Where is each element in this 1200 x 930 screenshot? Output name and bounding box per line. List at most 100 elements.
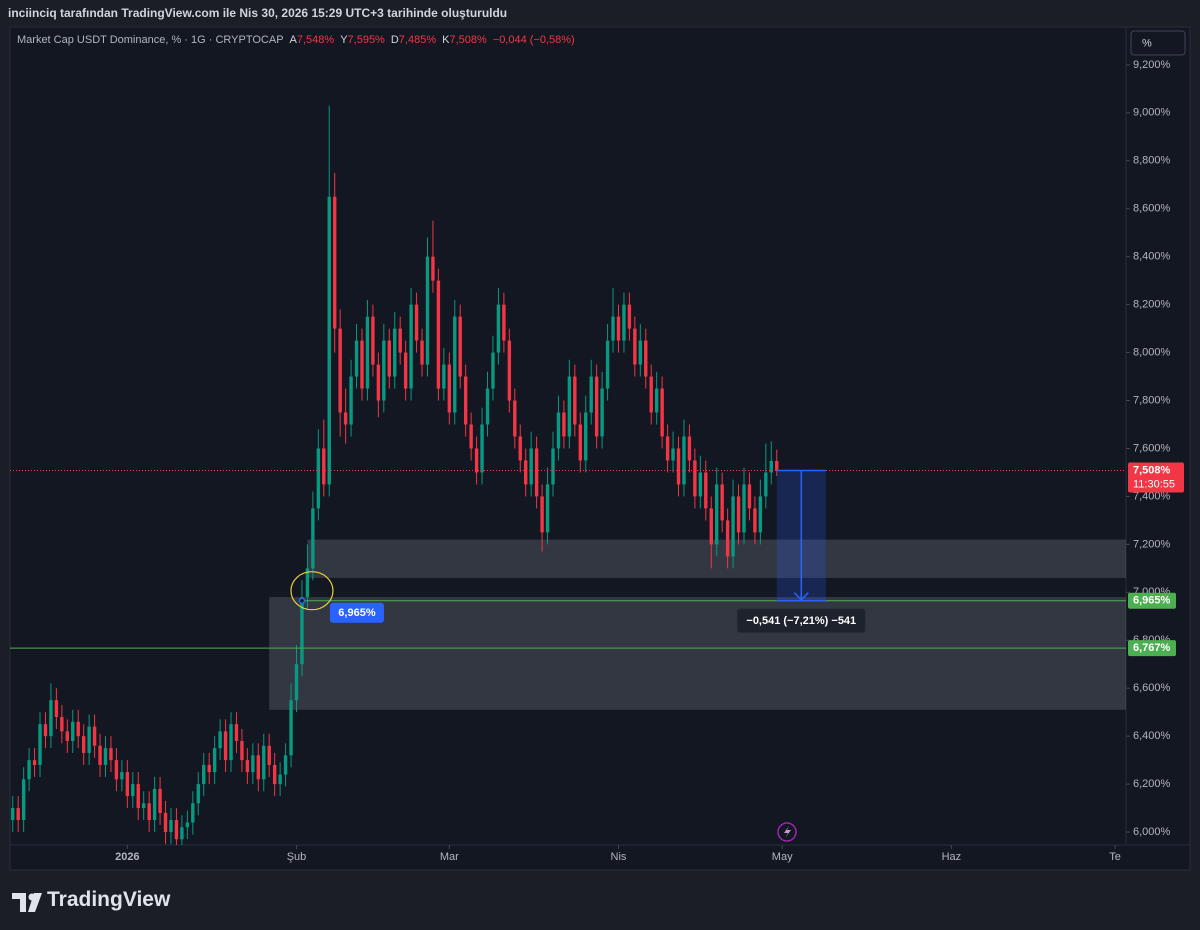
candle-body: [65, 731, 70, 741]
candle-body: [578, 424, 582, 461]
price-label-box: [1128, 640, 1176, 657]
candle-body: [584, 412, 588, 461]
candle-body: [649, 376, 653, 413]
price-label-box: [1128, 592, 1176, 609]
candle-body: [256, 755, 261, 780]
y-tick-label: 7,200%: [1133, 538, 1171, 550]
candle-body: [289, 700, 293, 756]
candle-body: [605, 340, 610, 389]
last-price-box: [1128, 462, 1184, 493]
marker-ellipse: [290, 571, 334, 611]
candle-body: [16, 808, 20, 821]
candle-body: [480, 424, 484, 473]
candle-body: [425, 256, 430, 365]
candle-body: [731, 496, 735, 557]
candle-body: [469, 424, 473, 449]
candle-body: [333, 196, 337, 329]
candle-body: [709, 508, 713, 545]
candle-body: [60, 716, 64, 732]
candle-body: [152, 788, 157, 821]
y-tick-label: 8,000%: [1133, 346, 1171, 358]
legend: Market Cap USDT Dominance, % · 1G · CRYP…: [17, 34, 575, 46]
candle-body: [545, 484, 550, 533]
candle-body: [196, 784, 200, 804]
candle-body: [600, 388, 604, 437]
candle-body: [698, 472, 703, 497]
candle-body: [365, 316, 370, 389]
candle-body: [551, 448, 555, 485]
candle-body: [567, 376, 572, 437]
candle-body: [109, 748, 113, 761]
candle-body: [742, 484, 746, 533]
candle-body: [540, 496, 544, 533]
candle-body: [125, 772, 130, 797]
candle-body: [147, 803, 151, 821]
y-tick-label: 6,400%: [1133, 730, 1171, 742]
header: inciinciq tarafından TradingView.com ile…: [8, 6, 508, 20]
candle-body: [611, 316, 615, 341]
candle-body: [529, 448, 533, 485]
y-tick-label: 6,200%: [1133, 778, 1171, 790]
legend-title: Market Cap USDT Dominance, % · 1G · CRYP…: [17, 34, 284, 46]
brand: TradingView: [47, 888, 171, 911]
candle-body: [704, 472, 708, 509]
candle-body: [267, 745, 271, 765]
y-tick-label: 6,600%: [1133, 682, 1171, 694]
candle-body: [54, 700, 59, 717]
event-icon[interactable]: [777, 822, 797, 842]
candle-body: [638, 340, 643, 365]
price-label: 6,767%: [1133, 642, 1171, 654]
x-tick-label: Nis: [611, 851, 627, 863]
countdown-label: 11:30:55: [1133, 478, 1175, 490]
candle-body: [453, 316, 457, 413]
y-tick-label: 7,400%: [1133, 490, 1171, 502]
candle-body: [534, 448, 539, 497]
candle-body: [311, 508, 315, 569]
candle-body: [387, 340, 391, 377]
unit-button-label[interactable]: %: [1142, 37, 1152, 49]
candle-body: [71, 721, 75, 741]
candle-body: [142, 803, 146, 809]
candle-body: [758, 496, 763, 533]
candle-body: [272, 764, 277, 785]
candle-body: [764, 472, 768, 497]
legend-key: D: [390, 34, 399, 46]
brand-logo: [12, 893, 42, 912]
candle-body: [644, 340, 648, 377]
plot: 6,965% −0,541 (−7,21%) −541: [10, 105, 1126, 845]
candle-body: [349, 376, 353, 425]
legend-value: 7,595%: [347, 34, 385, 46]
candle-body: [491, 352, 495, 389]
x-tick-label: Te: [1109, 851, 1121, 863]
candle-body: [98, 745, 102, 765]
legend-change: −0,044 (−0,58%): [492, 34, 575, 46]
unit-button[interactable]: [1130, 30, 1186, 56]
measure-label: −0,541 (−7,21%) −541: [746, 615, 856, 627]
candle-body: [524, 460, 528, 485]
candle-body: [251, 755, 255, 773]
candle-body: [589, 376, 593, 413]
candle-body: [240, 740, 244, 761]
candle-body: [191, 803, 195, 823]
candle-body: [594, 376, 599, 437]
marker-label-box: [329, 602, 384, 623]
candle-body: [693, 460, 697, 497]
legend-value: 7,485%: [398, 34, 437, 46]
candle-body: [398, 328, 402, 353]
candle-body: [671, 448, 675, 461]
y-tick-label: 8,800%: [1133, 155, 1171, 167]
candle-body: [218, 731, 222, 749]
candle-body: [654, 388, 659, 413]
candle-body: [27, 760, 31, 780]
candle-body: [163, 812, 168, 833]
candle-body: [562, 412, 566, 437]
candle-body: [343, 412, 348, 425]
candle-body: [376, 364, 381, 401]
candle-body: [720, 484, 724, 521]
candle-body: [769, 460, 773, 473]
y-tick-label: 7,800%: [1133, 394, 1171, 406]
candle-body: [49, 700, 53, 737]
candle-body: [436, 280, 441, 389]
y-tick-label: 8,400%: [1133, 251, 1171, 263]
